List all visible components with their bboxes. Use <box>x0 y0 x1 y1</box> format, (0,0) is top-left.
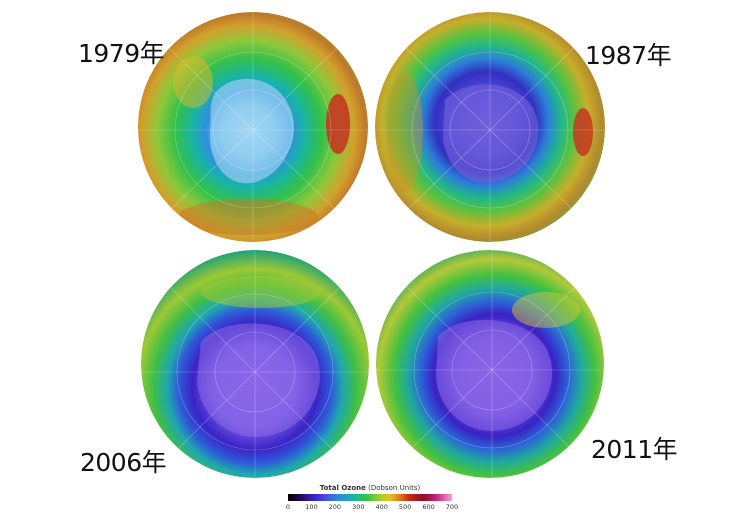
year-label-2011: 2011年 <box>591 435 678 464</box>
legend-units: (Dobson Units) <box>368 484 421 492</box>
legend-tick-700: 700 <box>445 503 459 511</box>
year-label-1979: 1979年 <box>78 39 165 68</box>
legend-tick-200: 200 <box>328 503 342 511</box>
globe-2011 <box>376 250 604 478</box>
legend-tick-100: 100 <box>305 503 318 511</box>
legend-color-bar <box>288 494 452 501</box>
legend-tick-600: 600 <box>422 503 435 511</box>
legend-title-text: Total Ozone <box>319 484 366 492</box>
color-legend: Total Ozone (Dobson Units) 0 100 200 300 400… <box>282 484 458 514</box>
legend-title: Total Ozone (Dobson Units) <box>282 484 458 492</box>
year-label-1987: 1987年 <box>585 41 672 70</box>
legend-tick-0: 0 <box>285 503 291 511</box>
legend-tick-400: 400 <box>375 503 388 511</box>
globe-1979 <box>138 12 368 242</box>
globe-2006 <box>141 250 369 478</box>
legend-tick-300: 300 <box>352 503 365 511</box>
globe-1987 <box>375 12 605 242</box>
legend-ticks: 0 100 200 300 400 500 600 700 <box>282 503 458 513</box>
year-label-2006: 2006年 <box>80 448 167 477</box>
legend-tick-500: 500 <box>398 503 412 511</box>
